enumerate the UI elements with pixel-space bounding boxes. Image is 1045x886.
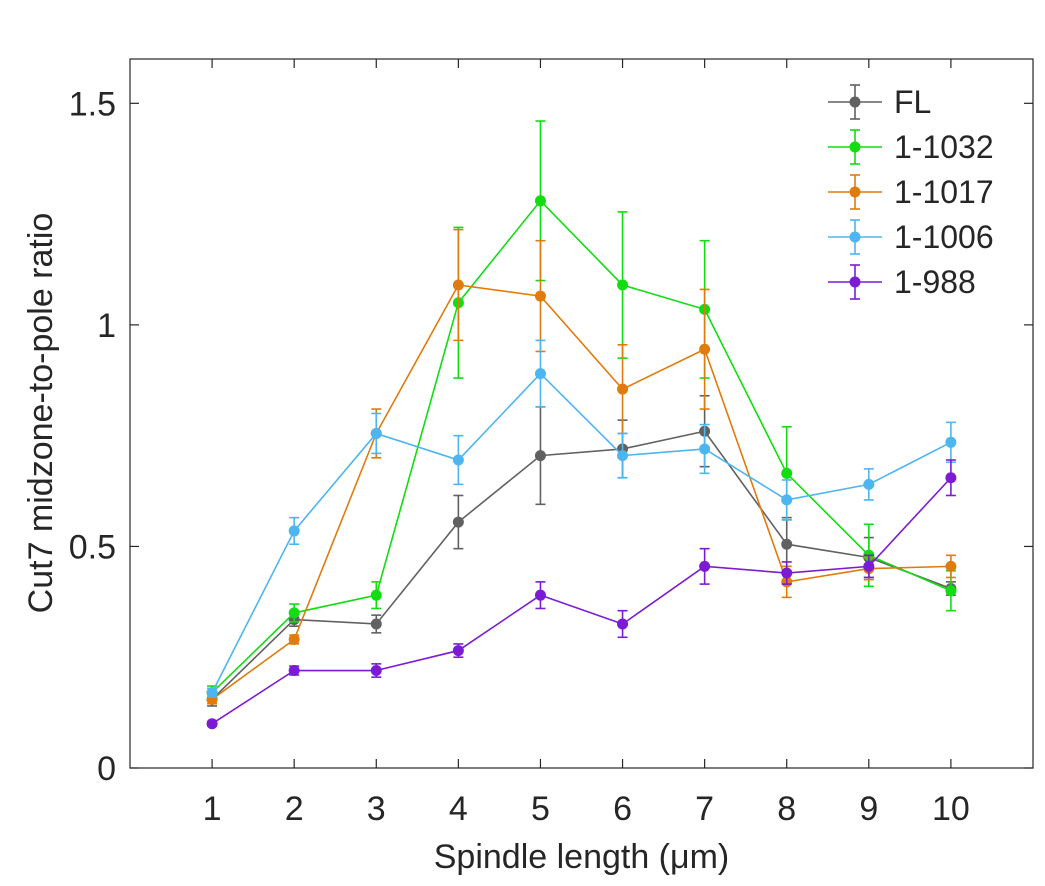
data-point: [617, 618, 629, 630]
data-point: [617, 450, 629, 462]
data-point: [288, 633, 300, 645]
data-point: [699, 343, 711, 355]
x-tick-label: 5: [531, 790, 550, 828]
legend-marker: [849, 141, 861, 153]
data-point: [534, 450, 546, 462]
legend-label: 1-1032: [894, 129, 994, 165]
y-tick-label: 1.5: [69, 85, 116, 123]
x-tick-label: 8: [777, 790, 796, 828]
series-line: [211, 477, 952, 725]
data-point: [781, 467, 793, 479]
data-point: [781, 538, 793, 550]
x-tick-label: 2: [285, 790, 304, 828]
x-tick-label: 7: [695, 790, 714, 828]
data-point: [452, 454, 464, 466]
x-tick-label: 1: [203, 790, 222, 828]
series-line: [211, 284, 951, 700]
data-point: [288, 665, 300, 677]
legend-marker: [849, 231, 861, 243]
legend-label: 1-1017: [894, 174, 994, 210]
data-point: [370, 665, 382, 677]
y-tick-label: 0: [97, 750, 116, 788]
y-axis-label: Cut7 midzone-to-pole ratio: [22, 213, 60, 614]
series-line: [211, 430, 952, 700]
legend-marker: [849, 96, 861, 108]
series-line: [211, 372, 952, 694]
x-tick-label: 3: [367, 790, 386, 828]
data-point: [699, 560, 711, 572]
legend-label: 1-1006: [894, 219, 994, 255]
x-tick-label: 4: [449, 790, 468, 828]
data-point: [370, 589, 382, 601]
data-point: [534, 290, 546, 302]
data-point: [370, 618, 382, 630]
y-tick-label: 0.5: [69, 528, 116, 566]
series-5: [206, 459, 957, 730]
series-2: [206, 120, 957, 701]
data-point: [863, 478, 875, 490]
x-axis-label: Spindle length (μm): [434, 838, 730, 876]
data-point: [288, 525, 300, 537]
series-line: [211, 199, 952, 694]
legend-item: 1-1017: [828, 174, 994, 210]
data-point: [863, 560, 875, 572]
legend: FL 1-1032 1-1017 1-1006 1-988: [828, 84, 994, 300]
data-point: [206, 718, 218, 730]
data-point: [617, 279, 629, 291]
data-point: [206, 687, 218, 699]
data-point: [534, 368, 546, 380]
legend-label: 1-988: [894, 264, 976, 300]
legend-item: 1-1006: [828, 219, 994, 255]
data-point: [452, 279, 464, 291]
data-point: [945, 436, 957, 448]
legend-item: 1-1032: [828, 129, 994, 165]
data-point: [945, 560, 957, 572]
legend-item: 1-988: [828, 264, 976, 300]
data-point: [452, 645, 464, 657]
x-tick-label: 9: [859, 790, 878, 828]
data-point: [945, 472, 957, 484]
data-point: [781, 494, 793, 506]
data-point: [288, 607, 300, 619]
data-point: [534, 589, 546, 601]
legend-marker: [849, 186, 861, 198]
data-point: [945, 585, 957, 597]
legend-item: FL: [828, 84, 931, 120]
y-tick-label: 1: [97, 307, 116, 345]
data-point: [370, 427, 382, 439]
series-layer: [206, 120, 957, 730]
series-4: [206, 339, 957, 699]
data-point: [452, 516, 464, 528]
x-tick-label: 6: [613, 790, 632, 828]
data-point: [534, 195, 546, 207]
data-point: [617, 383, 629, 395]
legend-label: FL: [894, 84, 931, 120]
legend-marker: [849, 276, 861, 288]
axis-ticks: 1 2 3 4 5 6 7 8 9 10 0 0.5 1 1.5: [69, 59, 1033, 828]
x-tick-label: 10: [932, 790, 970, 828]
data-point: [781, 567, 793, 579]
data-point: [699, 443, 711, 455]
